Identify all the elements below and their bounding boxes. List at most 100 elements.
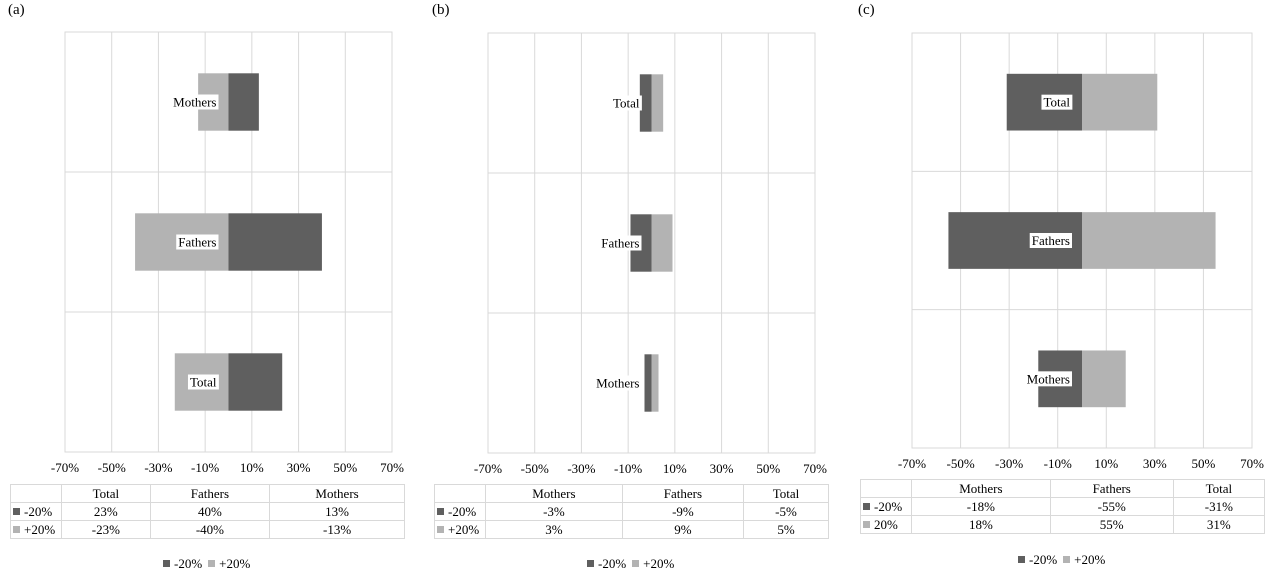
table-row: +20% 3% 9% 5% (434, 520, 829, 539)
x-tick-label: 10% (240, 460, 264, 475)
bar-chart: -70% -50% -30% -10% 10% 30% 50% 70% Total Fathers… (898, 32, 1264, 471)
legend-swatch (13, 526, 20, 533)
table-row: -20% -3% -9% -5% (434, 502, 829, 521)
table-header-row: Mothers Fathers Total (434, 484, 829, 503)
category-label: Mothers (1027, 371, 1070, 386)
table-cell: 40% (149, 502, 271, 521)
x-tick-label: -10% (1044, 456, 1072, 471)
bar-plus20 (651, 74, 664, 132)
table-row-key-label: +20% (448, 522, 480, 537)
table-header-cell: Mothers (269, 484, 405, 503)
table-row: -20% 23% 40% 13% (10, 502, 405, 521)
table-row-key: -20% (10, 502, 62, 521)
bar-minus20 (228, 213, 322, 271)
table-cell: -18% (911, 497, 1051, 516)
table-cell: 55% (1049, 515, 1174, 534)
category-label-bg (599, 235, 642, 251)
table-header-row: Total Fathers Mothers (10, 484, 405, 503)
x-tick-label: 70% (380, 460, 404, 475)
legend-swatch (1063, 556, 1071, 563)
x-tick-label: -70% (51, 460, 79, 475)
x-tick-label: -10% (191, 460, 219, 475)
table-header-cell: Mothers (911, 479, 1051, 498)
legend-swatch (587, 560, 594, 567)
category-label-bg (594, 375, 642, 391)
category-label-bg (171, 94, 219, 110)
legend-swatch (437, 526, 444, 533)
table-cell: 31% (1172, 515, 1266, 534)
x-tick-label: -30% (144, 460, 172, 475)
x-tick-label: -30% (567, 461, 595, 476)
legend-item: -20% (587, 556, 626, 571)
panel-label: (a) (8, 2, 25, 18)
x-tick-label: -50% (98, 460, 126, 475)
category-label-bg (610, 95, 642, 111)
table-header-cell: Fathers (149, 484, 271, 503)
legend-item: -20% (163, 556, 202, 571)
table-cell: -5% (743, 502, 829, 521)
bar-minus20 (228, 73, 259, 131)
table-row-key: -20% (434, 502, 486, 521)
x-tick-label: -70% (474, 461, 502, 476)
category-label: Mothers (596, 376, 639, 391)
table-cell: 3% (485, 520, 623, 539)
legend-swatch (13, 508, 20, 515)
bar-plus20 (651, 354, 659, 412)
legend-item: -20% (1018, 552, 1057, 567)
table-header-cell: Total (743, 484, 829, 503)
category-label: Fathers (178, 235, 216, 250)
category-label-bg (1024, 371, 1072, 387)
table-row-key-label: -20% (24, 504, 53, 519)
legend-swatch (1018, 556, 1025, 563)
legend-swatch (632, 560, 640, 567)
table-row: 20% 18% 55% 31% (860, 515, 1266, 534)
legend: -20% +20% (163, 556, 256, 572)
table-cell: 9% (621, 520, 745, 539)
table-row: -20% -18% -55% -31% (860, 497, 1266, 516)
category-label: Total (1043, 95, 1070, 110)
x-tick-label: 50% (1192, 456, 1216, 471)
data-table: Mothers Fathers Total -20% -18% -55% -31% 20% 18… (860, 479, 1266, 534)
table-cell: 18% (911, 515, 1051, 534)
table-corner-cell (860, 479, 912, 498)
x-tick-label: 50% (333, 460, 357, 475)
x-tick-label: 10% (1094, 456, 1118, 471)
table-cell: -23% (61, 520, 151, 539)
x-tick-label: -10% (614, 461, 642, 476)
x-tick-label: -30% (995, 456, 1023, 471)
table-cell: 13% (269, 502, 405, 521)
bar-plus20 (651, 214, 673, 272)
table-cell: -55% (1049, 497, 1174, 516)
legend-label: +20% (1074, 552, 1106, 567)
category-label-bg (1029, 233, 1072, 248)
table-corner-cell (434, 484, 486, 503)
x-tick-label: 30% (1143, 456, 1167, 471)
table-row-key-label: 20% (874, 517, 898, 532)
table-row-key-label: -20% (448, 504, 477, 519)
table-row-key-label: -20% (874, 499, 903, 514)
category-label-bg (1041, 94, 1073, 110)
legend-swatch (437, 508, 444, 515)
legend-swatch (163, 560, 170, 567)
legend-label: +20% (219, 556, 251, 571)
legend-swatch (863, 521, 870, 528)
x-tick-label: 70% (803, 461, 827, 476)
bar-minus20 (639, 74, 652, 132)
table-corner-cell (10, 484, 62, 503)
legend-item: +20% (632, 556, 674, 571)
table-cell: 5% (743, 520, 829, 539)
x-tick-label: -50% (946, 456, 974, 471)
x-tick-label: 50% (756, 461, 780, 476)
x-tick-label: 30% (287, 460, 311, 475)
legend-label: +20% (643, 556, 675, 571)
bar-minus20 (644, 354, 652, 412)
table-cell: -40% (149, 520, 271, 539)
table-row-key: -20% (860, 497, 912, 516)
table-row-key: +20% (434, 520, 486, 539)
legend-item: +20% (208, 556, 250, 571)
table-header-cell: Total (61, 484, 151, 503)
bar-minus20 (228, 353, 283, 411)
category-label: Fathers (1032, 233, 1070, 248)
category-label: Total (613, 96, 640, 111)
data-table: Mothers Fathers Total -20% -3% -9% -5% +20% 3% 9%… (434, 484, 829, 539)
